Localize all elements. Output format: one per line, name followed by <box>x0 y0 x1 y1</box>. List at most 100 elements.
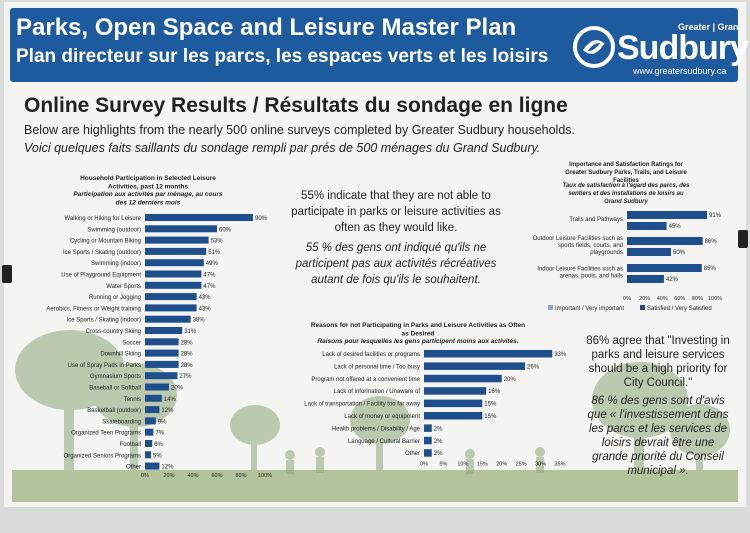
chart1-category-label: Baseball or Softball <box>89 386 141 392</box>
chart1-bar <box>145 394 162 402</box>
chart1-bar <box>145 327 183 334</box>
chart3-tick-label: 25% <box>516 462 527 468</box>
chart1-tick-label: 20% <box>163 473 174 479</box>
chart2-category-label: playgrounds <box>590 250 623 256</box>
chart1-category-label: Skateboarding <box>102 419 141 425</box>
banner-title-fr: Plan directeur sur les parcs, les espace… <box>16 46 549 67</box>
chart2-value-label: 86% <box>705 239 718 245</box>
chart2-title-fr: Taux de satisfaction à l'égard des parcs… <box>563 183 691 189</box>
chart3-tick-label: 30% <box>535 462 546 468</box>
chart2-value-label: 50% <box>673 250 686 256</box>
chart2-category-label: Trails and Pathways <box>569 217 623 223</box>
sudbury-logo: Greater | Grand Sudbury www.greatersudbu… <box>573 20 749 78</box>
chart1-bar <box>145 428 154 436</box>
chart2-category-label: Outdoor Leisure Facilities such as <box>533 236 623 242</box>
chart3-category-label: Lack of information / Unaware of <box>334 389 421 395</box>
chart1-bar <box>145 304 197 312</box>
stat-investing: 86% agree that "Investing in parks and l… <box>583 334 733 482</box>
chart1-value-label: 47% <box>203 273 216 279</box>
chart1-category-label: Football <box>120 442 141 448</box>
chart1-bar <box>145 259 204 267</box>
chart1-category-label: Running or Jogging <box>89 295 141 301</box>
chart3-value-label: 15% <box>484 414 497 420</box>
chart2-value-label: 42% <box>666 277 679 283</box>
binder-clip-left <box>2 265 12 283</box>
chart2-bar <box>627 211 708 219</box>
chart1-bar <box>145 214 253 221</box>
chart2-tick-label: 60% <box>674 296 685 302</box>
chart2-tick-label: 40% <box>657 296 668 302</box>
chart1-category-label: Basketball (outdoor) <box>87 408 141 414</box>
chart2-title: Facilities <box>613 178 639 184</box>
chart1-category-label: Ice Sports / Skating (outdoor) <box>63 250 141 256</box>
park-ground <box>12 470 738 502</box>
chart3-tick-label: 10% <box>457 462 468 468</box>
chart1-title: Household Participation in Selected Leis… <box>80 175 216 182</box>
chart3-bar <box>424 449 432 457</box>
chart1-category-label: Soccer <box>122 340 141 346</box>
chart1-bar <box>145 383 169 391</box>
chart3-category-label: Other <box>405 451 420 457</box>
chart1-bar <box>145 372 178 380</box>
chart1-value-label: 51% <box>208 250 221 256</box>
chart1-category-label: Water Sports <box>106 284 141 290</box>
chart1-category-label: Downhill Skiing <box>100 352 141 358</box>
chart3-bar <box>424 387 487 395</box>
chart1-value-label: 12% <box>161 408 174 414</box>
intro-en: Below are highlights from the nearly 500… <box>24 123 576 137</box>
chart1-category-label: Other <box>126 465 141 471</box>
chart1-tick-label: 60% <box>211 473 222 479</box>
chart2-tick-label: 80% <box>692 296 703 302</box>
chart3-value-label: 2% <box>434 426 443 432</box>
logo-name: Sudbury <box>617 29 749 67</box>
logo-url: www.greatersudbury.ca <box>633 66 727 76</box>
chart2-category-label: arenas, pools, and halls <box>560 274 623 280</box>
chart1-category-label: Tennis <box>124 397 141 403</box>
chart3-category-label: Lack of money or equipment <box>344 414 420 420</box>
chart1-value-label: 49% <box>206 261 219 267</box>
chart2-title-fr: sentiers et des installations de loisirs… <box>568 191 684 197</box>
chart1-value-label: 12% <box>161 465 174 471</box>
chart2-title-fr: Grand Sudbury <box>604 199 648 205</box>
chart1-value-label: 28% <box>181 340 194 346</box>
binder-clip-right <box>738 230 748 248</box>
chart2-tick-label: 0% <box>623 296 631 302</box>
chart3-value-label: 33% <box>554 352 567 358</box>
chart1-value-label: 27% <box>179 374 192 380</box>
chart1-bar <box>145 315 191 323</box>
chart3-bar <box>424 424 432 432</box>
chart2-tick-label: 100% <box>708 296 722 302</box>
chart1-value-label: 6% <box>154 442 163 448</box>
chart3-bar <box>424 374 502 383</box>
chart3-bar <box>424 436 432 445</box>
chart3-tick-label: 15% <box>477 462 488 468</box>
chart1-category-label: Ice Sports / Skating (indoor) <box>67 318 141 324</box>
stat-a-fr: 55 % des gens ont indiqué qu'ils ne part… <box>295 242 497 286</box>
chart2-title: Importance and Satisfaction Ratings for <box>569 162 683 168</box>
chart1-category-label: Swimming (indoor) <box>91 261 141 267</box>
chart3-category-label: Lack of personal time / Too busy <box>334 364 420 370</box>
chart1-tick-label: 40% <box>187 473 198 479</box>
chart1-tick-label: 0% <box>141 473 149 479</box>
chart2-legend-label: Satisfied / Very Satisfied <box>647 306 712 312</box>
chart2-bar <box>627 248 671 256</box>
chart2-value-label: 85% <box>704 266 717 272</box>
chart1-category-label: Gymnasium Sports <box>90 374 141 380</box>
chart2-legend-label: Important / Very important <box>555 306 624 312</box>
page-heading: Online Survey Results / Résultats du son… <box>24 94 568 117</box>
chart1-title: Activities, past 12 months <box>108 184 189 191</box>
chart3-title: Reasons for not Participating in Parks a… <box>311 322 525 329</box>
chart3-value-label: 26% <box>527 364 540 370</box>
chart2-category-label: Indoor Leisure Facilities such as <box>537 267 623 273</box>
stat-b-en: 86% agree that "Investing in parks and l… <box>586 335 730 389</box>
chart1-value-label: 53% <box>211 239 224 245</box>
chart3-bar <box>424 350 553 358</box>
chart1-category-label: Swimming (outdoor) <box>87 227 141 233</box>
chart1-category-label: Organized Teen Programs <box>71 431 141 437</box>
chart1-value-label: 5% <box>153 453 162 459</box>
chart3-title-fr: Raisons pour lesquelles les gens partici… <box>317 338 518 345</box>
chart1-value-label: 9% <box>158 419 167 425</box>
logo-swirl-icon <box>573 26 615 68</box>
chart1-bar <box>145 360 179 368</box>
